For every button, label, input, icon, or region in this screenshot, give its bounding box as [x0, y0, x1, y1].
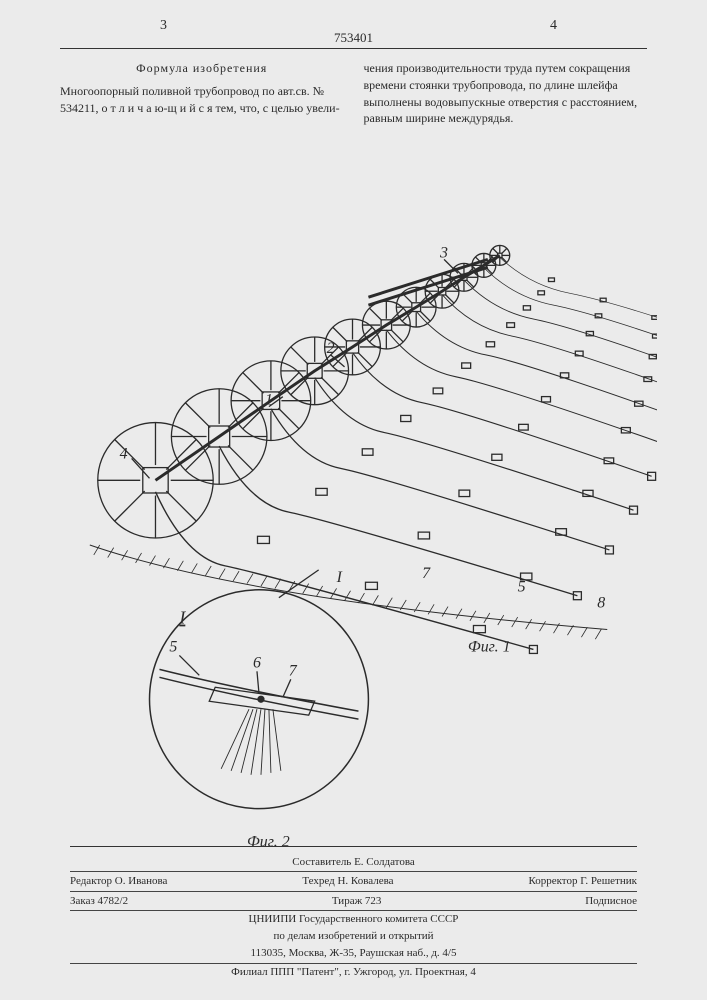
footer-print: Заказ 4782/2 Тираж 723 Подписное [70, 892, 637, 912]
ref-7: 7 [422, 565, 431, 582]
figure-area: 1 2 3 4 5 7 8 I Фиг. 1 5 6 [50, 200, 657, 880]
footer: Составитель Е. Солдатова Редактор О. Ива… [70, 846, 637, 981]
ref-5: 5 [518, 579, 526, 596]
footer-subscr: Подписное [585, 893, 637, 910]
column-left: Формула изобретения Многоопорный поливно… [60, 60, 344, 127]
document-number: 753401 [334, 30, 373, 46]
footer-org1: ЦНИИПИ Государственного комитета СССР [70, 911, 637, 928]
footer-tirazh: Тираж 723 [332, 893, 382, 910]
ref-7b: 7 [289, 662, 298, 679]
footer-order: Заказ 4782/2 [70, 893, 128, 910]
formula-title: Формула изобретения [60, 60, 344, 77]
column-left-body: Многоопорный поливной трубопровод по авт… [60, 83, 344, 117]
ref-2: 2 [327, 340, 335, 357]
ref-3: 3 [439, 244, 448, 261]
footer-tech: Техред Н. Ковалева [302, 873, 393, 890]
ref-8: 8 [597, 595, 605, 612]
footer-corrector: Корректор Г. Решетник [528, 873, 637, 890]
footer-staff: Редактор О. Иванова Техред Н. Ковалева К… [70, 872, 637, 892]
fig1-label: Фиг. 1 [468, 638, 511, 655]
ref-5b: 5 [169, 638, 177, 655]
page-num-left: 3 [160, 18, 167, 34]
text-columns: Формула изобретения Многоопорный поливно… [60, 60, 647, 127]
footer-branch: Филиал ППП "Патент", г. Ужгород, ул. Про… [70, 964, 637, 981]
header-rule [60, 48, 647, 49]
column-right: чения производительности труда путем сок… [364, 60, 648, 127]
footer-compiler: Составитель Е. Солдатова [70, 853, 637, 873]
detail-callout: I [336, 569, 343, 586]
ref-6: 6 [253, 654, 261, 671]
page-num-right: 4 [550, 18, 557, 34]
detail-label: I [178, 608, 186, 628]
footer-org2: по делам изобретений и открытий [70, 928, 637, 945]
footer-addr: 113035, Москва, Ж-35, Раушская наб., д. … [70, 944, 637, 964]
figure-svg: 1 2 3 4 5 7 8 I Фиг. 1 5 6 [50, 200, 657, 880]
ref-4: 4 [120, 445, 128, 462]
column-right-body: чения производительности труда путем сок… [364, 60, 648, 127]
footer-editor: Редактор О. Иванова [70, 873, 167, 890]
